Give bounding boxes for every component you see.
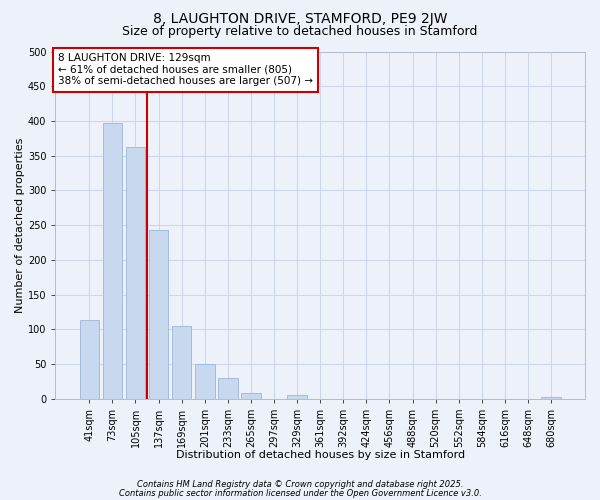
Text: Contains public sector information licensed under the Open Government Licence v3: Contains public sector information licen… [119,488,481,498]
Bar [125,146,145,398]
Bar [241,393,261,398]
Bar [218,378,238,398]
Bar [149,230,169,398]
Text: Contains HM Land Registry data © Crown copyright and database right 2025.: Contains HM Land Registry data © Crown c… [137,480,463,489]
Bar [541,396,561,398]
Y-axis label: Number of detached properties: Number of detached properties [15,138,25,313]
Bar [172,326,191,398]
Text: 8, LAUGHTON DRIVE, STAMFORD, PE9 2JW: 8, LAUGHTON DRIVE, STAMFORD, PE9 2JW [153,12,447,26]
Text: 8 LAUGHTON DRIVE: 129sqm
← 61% of detached houses are smaller (805)
38% of semi-: 8 LAUGHTON DRIVE: 129sqm ← 61% of detach… [58,53,313,86]
Bar [103,123,122,398]
Text: Size of property relative to detached houses in Stamford: Size of property relative to detached ho… [122,25,478,38]
Bar [80,320,99,398]
Bar [195,364,215,398]
X-axis label: Distribution of detached houses by size in Stamford: Distribution of detached houses by size … [176,450,465,460]
Bar [287,395,307,398]
